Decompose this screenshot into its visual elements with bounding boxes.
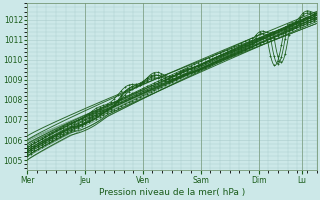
X-axis label: Pression niveau de la mer( hPa ): Pression niveau de la mer( hPa ) (99, 188, 245, 197)
